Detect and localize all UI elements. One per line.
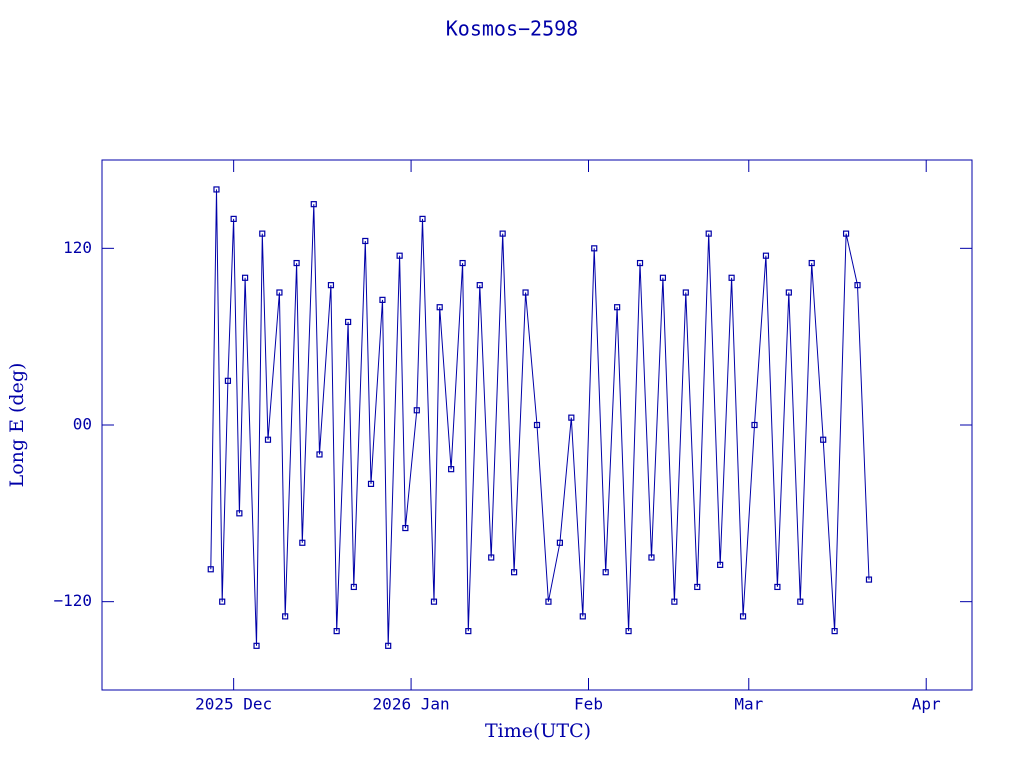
data-point — [402, 524, 409, 532]
data-point — [728, 274, 735, 281]
y-axis-label: Long E (deg) — [6, 363, 28, 488]
data-point — [419, 215, 426, 222]
data-point — [385, 642, 392, 649]
x-tick-label: 2026 Jan — [373, 695, 450, 714]
data-point — [459, 259, 466, 267]
data-point — [694, 583, 701, 591]
data-point — [299, 539, 306, 546]
y-tick-label: 00 — [73, 415, 92, 434]
data-point — [276, 289, 283, 296]
series-line — [210, 189, 870, 646]
data-point — [602, 569, 609, 576]
data-point — [636, 259, 644, 267]
data-point — [648, 554, 655, 561]
data-point — [362, 237, 369, 245]
data-point — [556, 539, 563, 546]
data-point — [682, 289, 689, 296]
data-point — [241, 274, 249, 281]
y-tick-label: −120 — [53, 591, 92, 610]
data-point — [865, 576, 873, 583]
x-tick-label: 2025 Dec — [195, 695, 272, 714]
data-point — [797, 598, 804, 605]
data-point — [831, 628, 838, 635]
chart-title: Kosmos−2598 — [446, 17, 578, 41]
data-point — [465, 628, 472, 635]
data-point — [488, 554, 495, 561]
data-point — [345, 318, 352, 326]
data-point — [591, 245, 598, 252]
data-point — [207, 566, 214, 573]
data-point — [842, 230, 850, 237]
data-point — [820, 436, 827, 443]
data-point — [350, 583, 357, 591]
data-point — [310, 201, 317, 208]
data-point — [568, 414, 575, 421]
data-point — [705, 230, 712, 237]
data-point — [264, 436, 272, 443]
x-tick-label: Mar — [734, 695, 763, 714]
data-point — [436, 304, 443, 311]
data-point — [213, 186, 220, 193]
y-tick-label: 120 — [63, 238, 92, 257]
data-point — [282, 613, 289, 620]
data-point — [236, 510, 243, 517]
data-point — [739, 613, 747, 620]
data-point — [671, 598, 678, 605]
data-point — [224, 377, 232, 384]
data-point — [333, 628, 340, 635]
data-point — [785, 289, 792, 296]
data-point — [316, 451, 323, 458]
data-point — [545, 598, 552, 605]
data-point — [448, 466, 455, 473]
data-point — [854, 282, 861, 289]
data-point — [614, 304, 621, 311]
data-point — [293, 259, 300, 267]
data-point — [717, 561, 724, 568]
data-point — [259, 230, 266, 237]
data-point — [379, 296, 386, 303]
x-tick-label: Apr — [912, 695, 941, 714]
data-point — [413, 407, 420, 414]
data-point — [751, 421, 758, 429]
data-point — [230, 215, 237, 222]
data-point — [253, 642, 260, 649]
data-point — [367, 480, 375, 487]
data-point — [762, 252, 770, 259]
data-point — [579, 613, 586, 620]
data-point — [522, 289, 529, 296]
data-point — [396, 252, 403, 259]
data-point — [499, 230, 506, 237]
x-tick-label: Feb — [574, 695, 603, 714]
data-point — [808, 259, 815, 267]
data-point — [476, 282, 483, 289]
data-point — [219, 598, 226, 605]
x-axis-label: Time(UTC) — [485, 720, 591, 742]
data-point — [511, 569, 518, 576]
data-point — [625, 628, 632, 635]
data-point — [327, 282, 335, 289]
data-point — [659, 274, 667, 281]
data-point — [533, 421, 541, 429]
data-point — [774, 583, 781, 591]
data-point — [430, 598, 438, 605]
